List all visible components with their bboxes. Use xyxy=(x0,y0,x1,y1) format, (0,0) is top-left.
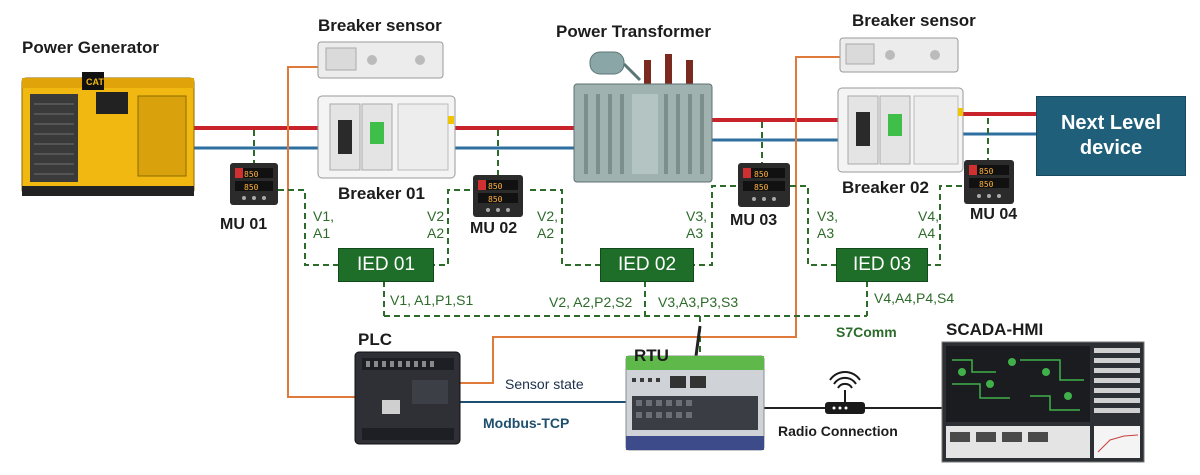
svg-text:850: 850 xyxy=(488,195,503,204)
mu-03-label: MU 03 xyxy=(730,212,778,229)
breaker-sensor-1-label: Breaker sensor xyxy=(318,16,442,35)
bus-signal-3: V3,A3,P3,S3 xyxy=(658,294,739,310)
rtu-device-image xyxy=(625,325,765,451)
mu-04-device: 850 850 xyxy=(964,160,1014,204)
svg-text:850: 850 xyxy=(979,180,994,189)
sensor-wires xyxy=(287,56,840,398)
ied-03-input-left: V3, A3 xyxy=(817,208,839,241)
power-transformer-image xyxy=(573,51,713,183)
bus-signal-4: V4,A4,P4,S4 xyxy=(874,290,955,306)
power-generator-image: CAT xyxy=(21,72,195,196)
ied-01-box: IED 01 xyxy=(338,248,434,282)
svg-text:CAT: CAT xyxy=(86,77,104,87)
mu-01-device: 850 850 xyxy=(230,163,278,205)
svg-text:850: 850 xyxy=(754,183,769,192)
ied-01-input-left: V1, A1 xyxy=(313,208,335,241)
scada-hmi-screen-image xyxy=(941,341,1145,463)
s7comm-label: S7Comm xyxy=(836,324,897,340)
ied-01-input-right: V2 A2 xyxy=(427,208,445,241)
next-level-device-box: Next Level device xyxy=(1036,96,1186,176)
mu-04-label: MU 04 xyxy=(970,206,1018,223)
scada-label: SCADA-HMI xyxy=(946,320,1044,339)
next-level-line2: device xyxy=(1079,137,1143,159)
generator-label: Power Generator xyxy=(22,38,159,57)
breaker-02-label: Breaker 02 xyxy=(842,178,929,197)
measurement-lines xyxy=(253,118,989,355)
svg-text:850: 850 xyxy=(488,182,503,191)
transformer-label: Power Transformer xyxy=(556,22,711,41)
power-lines xyxy=(193,112,1036,150)
radio-connection-label: Radio Connection xyxy=(778,423,898,439)
ied-02-input-right: V3, A3 xyxy=(686,208,708,241)
mu-03-device: 850 850 xyxy=(738,163,790,207)
breaker-01-image xyxy=(317,95,456,179)
next-level-line1: Next Level xyxy=(1060,112,1162,134)
ied-02-box: IED 02 xyxy=(600,248,694,282)
bus-signal-2: V2, A2,P2,S2 xyxy=(549,294,633,310)
ied-03-box: IED 03 xyxy=(836,248,928,282)
breaker-02-image xyxy=(837,87,964,173)
ied-02-input-left: V2, A2 xyxy=(537,208,559,241)
breaker-sensor-2-label: Breaker sensor xyxy=(852,11,976,30)
mu-01-label: MU 01 xyxy=(220,216,268,233)
plc-device-image xyxy=(354,351,461,445)
plc-label: PLC xyxy=(358,330,392,349)
breaker-sensor-2-image xyxy=(839,37,959,73)
sensor-state-label: Sensor state xyxy=(505,376,584,392)
svg-text:850: 850 xyxy=(244,183,259,192)
svg-text:850: 850 xyxy=(754,170,769,179)
ied-03-input-right: V4, A4 xyxy=(918,208,940,241)
modbus-label: Modbus-TCP xyxy=(483,415,570,431)
mu-02-label: MU 02 xyxy=(470,220,518,237)
breaker-01-label: Breaker 01 xyxy=(338,184,425,203)
svg-text:850: 850 xyxy=(244,170,259,179)
rtu-label: RTU xyxy=(634,346,669,365)
mu-02-device: 850 850 xyxy=(473,175,523,217)
bus-signal-1: V1, A1,P1,S1 xyxy=(390,292,474,308)
breaker-sensor-1-image xyxy=(317,41,444,79)
svg-text:850: 850 xyxy=(979,167,994,176)
radio-router-icon xyxy=(825,371,865,414)
